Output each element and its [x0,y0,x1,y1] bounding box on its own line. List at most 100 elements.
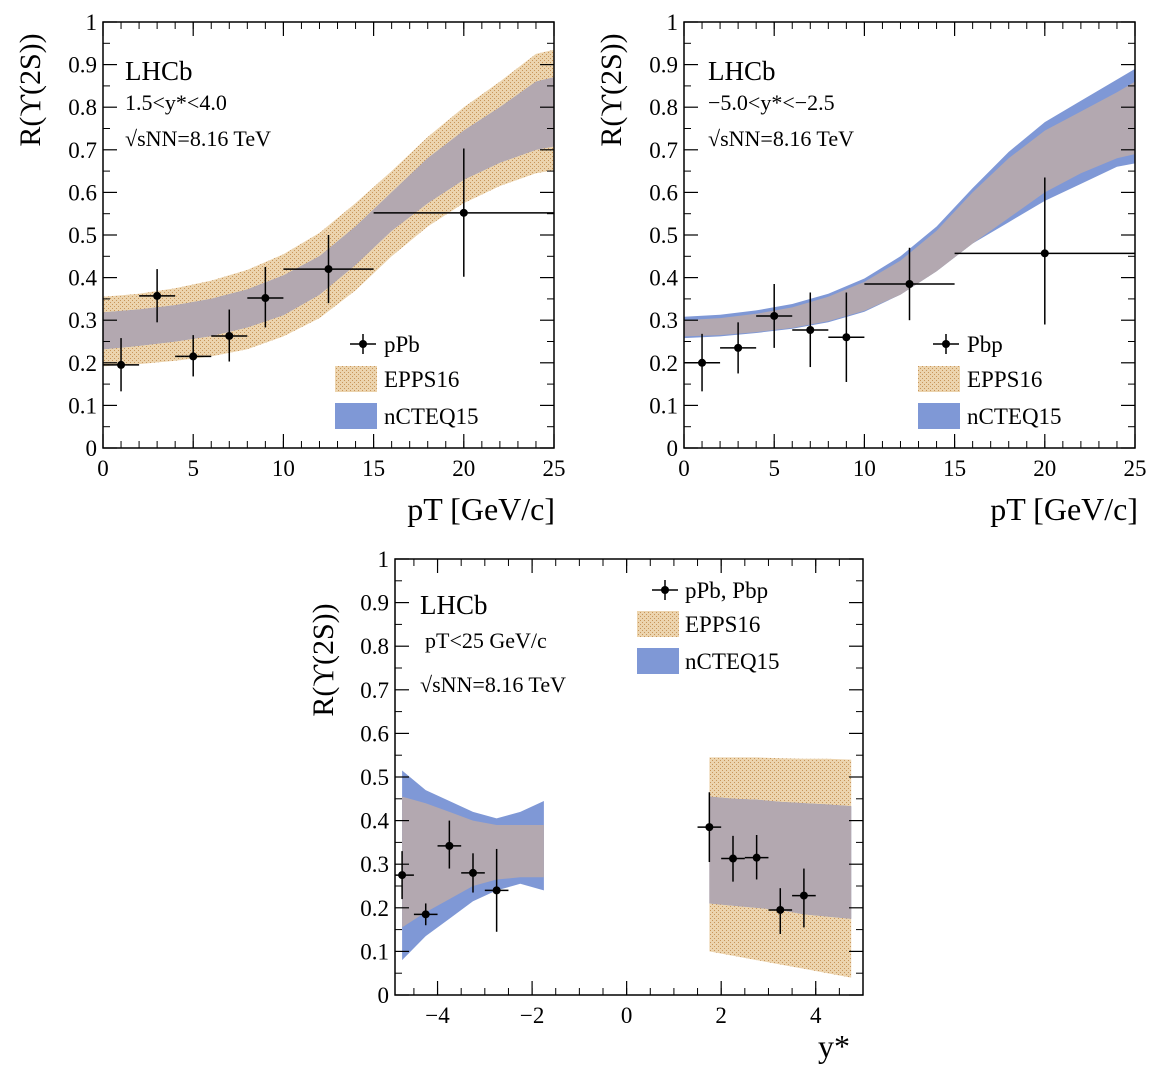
point-marker [445,841,454,850]
point-marker [153,291,162,300]
point-marker [842,333,851,342]
legend-label-ppb-pbp: pPb, Pbp [685,578,768,603]
data-point [864,247,955,321]
x-tick-label: 0 [678,456,690,481]
experiment-label: LHCb [420,590,488,620]
y-tick-label: 0.6 [649,180,678,205]
y-tick-label: 0.4 [649,266,678,291]
y-tick-label: 0.8 [68,95,97,120]
legend-swatch-epps16 [918,366,960,392]
point-marker [806,325,815,334]
point-marker [189,352,198,361]
point-marker [799,891,808,900]
legend-swatch-epps16 [335,366,377,392]
x-tick-label: 10 [272,456,295,481]
x-tick-label: 5 [768,456,780,481]
data-point [744,834,769,880]
data-point [792,868,816,928]
x-tick-label: 5 [187,456,199,481]
y-tick-label: 0.9 [68,53,97,78]
panel-ppb: 00.10.20.30.40.50.60.70.80.910 5 10 15 20 25 … [14,10,566,527]
energy-label: √sNN=8.16 TeV [420,672,566,697]
point-marker [421,910,430,919]
y-tick-label: 0.6 [360,721,389,746]
legend-label-ncteq15: nCTEQ15 [967,404,1062,429]
legend-label-ncteq15: nCTEQ15 [384,404,479,429]
data-point [103,338,140,392]
x-tick-label: 15 [362,456,385,481]
energy-label: √sNN=8.16 TeV [708,126,854,151]
axis-ticks: 0 0.1 0.2 0.3 0.4 0.5 0.6 0.7 0.8 0.9 1 −4 −2 0 2 4 [360,547,864,1028]
y-tick-label: 0.2 [649,351,678,376]
point-marker [117,360,126,369]
y-tick-label: 0.8 [360,634,389,659]
x-tick-label: 4 [810,1003,822,1028]
x-tick-label: 25 [1124,456,1147,481]
y-tick-label: 0.3 [68,308,97,333]
plot-layers [103,49,554,392]
y-tick-label: 0.6 [68,180,97,205]
legend-label-ncteq15: nCTEQ15 [685,649,780,674]
legend-marker-dot [359,340,367,348]
y-tick-label: 1 [86,10,98,35]
y-axis-title: R(ϒ(2S)) [14,33,47,146]
legend-label-epps16: EPPS16 [967,367,1042,392]
epps16-band [103,49,554,367]
axis-ticks: 00.10.20.30.40.50.60.70.80.910 5 10 15 20 25 [649,10,1146,481]
y-tick-label: 0.2 [68,351,97,376]
y-axis-title: R(ϒ(2S)) [307,603,340,716]
x-tick-label: 15 [943,456,966,481]
x-tick-label: 0 [621,1003,633,1028]
legend-label-epps16: EPPS16 [384,367,459,392]
point-marker [905,279,914,288]
y-axis-title: R(ϒ(2S)) [595,33,628,146]
data-point [756,283,793,348]
data-point [697,792,722,863]
experiment-label: LHCb [125,56,193,86]
point-marker [459,208,468,217]
data-point [461,853,485,893]
y-tick-label: 0.9 [649,53,678,78]
data-point [139,269,176,323]
band-overlap-region [103,77,554,350]
plot-layers [684,68,1135,392]
y-tick-label: 0.3 [649,308,678,333]
data-point [437,820,462,869]
y-tick-label: 1 [378,547,390,572]
plot-layers [395,757,852,978]
data-point [768,888,793,934]
data-point [720,322,757,374]
data-point [413,903,438,926]
point-marker [729,854,737,863]
data-point [283,235,374,304]
x-axis-title: pT [GeV/c] [407,491,555,527]
point-marker [734,343,743,352]
point-marker [698,358,707,367]
y-tick-label: 0.7 [649,138,678,163]
point-marker [770,311,779,320]
y-tick-label: 0.4 [68,266,97,291]
x-tick-label: −4 [425,1003,450,1028]
x-tick-label: 10 [853,456,876,481]
panel-pbp: 00.10.20.30.40.50.60.70.80.910 5 10 15 20 25 … [595,10,1147,527]
pt-range-label: pT<25 GeV/c [425,628,547,653]
y-tick-label: 0 [667,436,679,461]
y-tick-label: 0.5 [68,223,97,248]
data-point [175,335,212,377]
legend-label-ppb: pPb [384,332,420,357]
x-tick-label: −2 [520,1003,544,1028]
energy-label: √sNN=8.16 TeV [125,126,271,151]
y-tick-label: 0.4 [360,809,389,834]
data-point [247,266,284,328]
data-point [721,835,745,882]
y-tick-label: 0 [86,436,98,461]
data-point [373,148,554,277]
x-tick-label: 20 [452,456,475,481]
point-marker [776,905,785,914]
y-tick-label: 0.8 [649,95,678,120]
axis-ticks: 00.10.20.30.40.50.60.70.80.910 5 10 15 20 25 [68,10,565,481]
legend-swatch-epps16 [637,611,679,637]
x-axis-title: y* [818,1028,850,1064]
point-marker [492,886,501,895]
